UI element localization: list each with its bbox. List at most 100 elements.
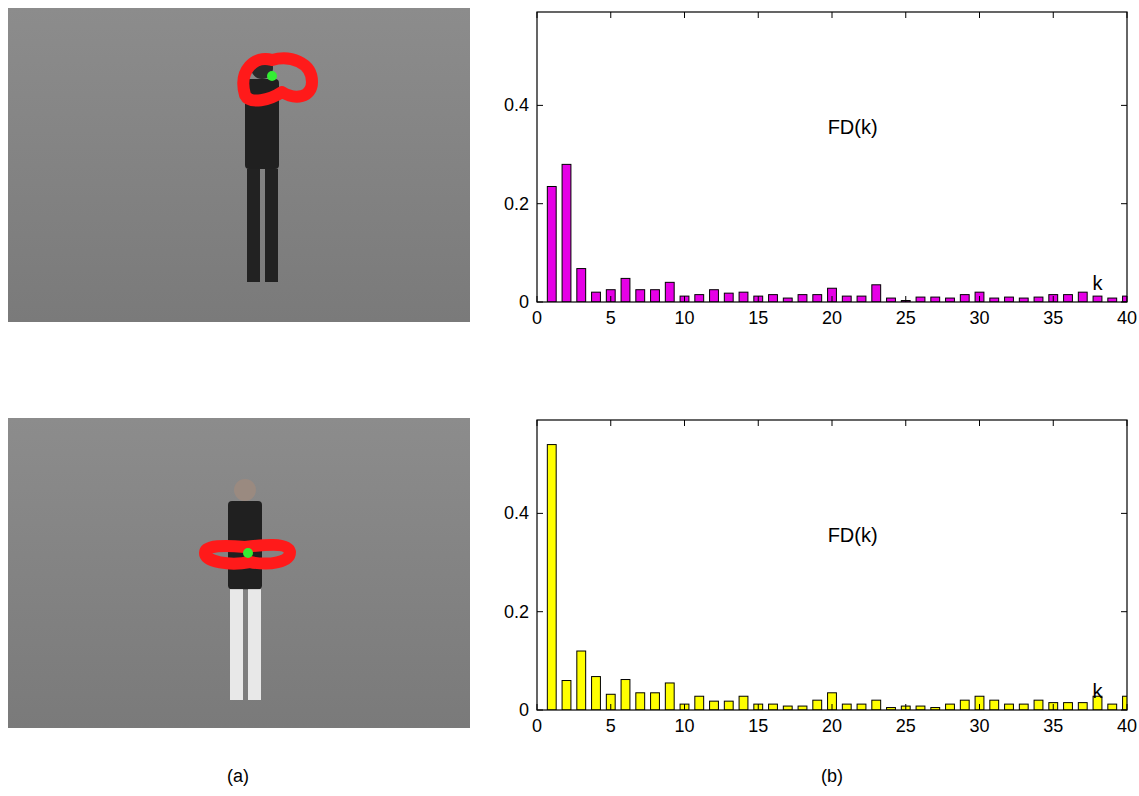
person-leg xyxy=(265,169,278,282)
bar xyxy=(872,285,881,302)
bar xyxy=(1064,703,1073,710)
bar xyxy=(1064,295,1073,302)
x-tick-top xyxy=(610,12,611,18)
panel-label: (b) xyxy=(821,766,843,786)
bar xyxy=(547,186,556,302)
bar xyxy=(606,290,615,302)
x-tick xyxy=(758,296,759,302)
x-tick xyxy=(979,296,980,302)
x-tick xyxy=(1127,296,1128,302)
x-tick xyxy=(610,704,611,710)
x-tick-top xyxy=(905,420,906,426)
x-tick-label: 10 xyxy=(674,308,694,328)
y-tick-label: 0 xyxy=(519,292,529,312)
y-tick-right xyxy=(1121,302,1127,303)
bar xyxy=(665,282,674,302)
y-tick-right xyxy=(1121,710,1127,711)
x-tick-top xyxy=(537,12,538,18)
x-tick-label: 5 xyxy=(606,716,616,736)
bar xyxy=(1123,296,1127,302)
figure: 051015202530354000.20.4FD(k)k05101520253… xyxy=(0,0,1139,796)
bar xyxy=(562,164,571,302)
x-tick-label: 35 xyxy=(1043,308,1063,328)
bar xyxy=(828,288,837,302)
bar xyxy=(1049,703,1058,710)
bar xyxy=(1049,295,1058,302)
bar xyxy=(990,700,999,710)
y-tick xyxy=(537,611,543,612)
x-tick-label: 10 xyxy=(674,716,694,736)
bar xyxy=(739,696,748,710)
annotation: FD(k) xyxy=(828,524,878,546)
bar xyxy=(739,292,748,302)
contour xyxy=(205,545,290,564)
photo xyxy=(8,418,470,728)
y-tick-label: 0.2 xyxy=(504,602,529,622)
y-tick-right xyxy=(1121,203,1127,204)
frame xyxy=(537,420,1127,710)
x-tick-top xyxy=(684,12,685,18)
bar xyxy=(946,704,955,710)
bar xyxy=(916,297,925,302)
x-tick-label: 15 xyxy=(748,716,768,736)
bar xyxy=(651,290,660,302)
bars xyxy=(547,445,1127,710)
chart: 051015202530354000.20.4FD(k)k xyxy=(504,420,1137,736)
bar xyxy=(828,693,837,710)
bar xyxy=(842,704,851,710)
annotation: k xyxy=(1093,272,1104,294)
x-tick xyxy=(684,296,685,302)
bar xyxy=(562,681,571,710)
x-tick xyxy=(979,704,980,710)
bar xyxy=(857,296,866,302)
x-tick-top xyxy=(684,420,685,426)
x-tick-label: 25 xyxy=(896,308,916,328)
bar xyxy=(813,295,822,302)
x-tick-top xyxy=(610,420,611,426)
x-tick-label: 20 xyxy=(822,716,842,736)
x-tick-label: 0 xyxy=(532,308,542,328)
photo-ground xyxy=(8,8,470,322)
bar xyxy=(695,696,704,710)
x-tick-top xyxy=(758,420,759,426)
frame xyxy=(537,12,1127,302)
bar xyxy=(1123,696,1127,710)
x-tick-label: 20 xyxy=(822,308,842,328)
bar xyxy=(813,700,822,710)
bar xyxy=(842,296,851,302)
bar xyxy=(769,704,778,710)
y-tick-right xyxy=(1121,513,1127,514)
centroid xyxy=(267,71,277,81)
bar xyxy=(1005,297,1014,302)
bar xyxy=(931,297,940,302)
x-tick xyxy=(832,296,833,302)
x-tick-top xyxy=(1127,420,1128,426)
bar xyxy=(872,700,881,710)
x-tick-label: 25 xyxy=(896,716,916,736)
bar xyxy=(960,700,969,710)
bar xyxy=(680,296,689,302)
x-tick xyxy=(832,704,833,710)
x-tick-top xyxy=(979,12,980,18)
bar xyxy=(577,269,586,302)
bar xyxy=(710,290,719,302)
x-tick-label: 35 xyxy=(1043,716,1063,736)
x-tick-label: 5 xyxy=(606,308,616,328)
x-tick xyxy=(537,704,538,710)
x-tick-top xyxy=(905,12,906,18)
bar xyxy=(960,295,969,302)
bar xyxy=(1093,296,1102,302)
bar xyxy=(975,292,984,302)
bar xyxy=(636,290,645,302)
person-leg xyxy=(230,589,243,700)
y-tick xyxy=(537,513,543,514)
x-tick xyxy=(758,704,759,710)
bar xyxy=(695,295,704,302)
bar xyxy=(592,677,601,710)
bar xyxy=(1078,703,1087,710)
contour xyxy=(243,58,312,100)
annotation: FD(k) xyxy=(828,116,878,138)
x-tick-label: 15 xyxy=(748,308,768,328)
x-tick-top xyxy=(979,420,980,426)
y-tick-right xyxy=(1121,611,1127,612)
